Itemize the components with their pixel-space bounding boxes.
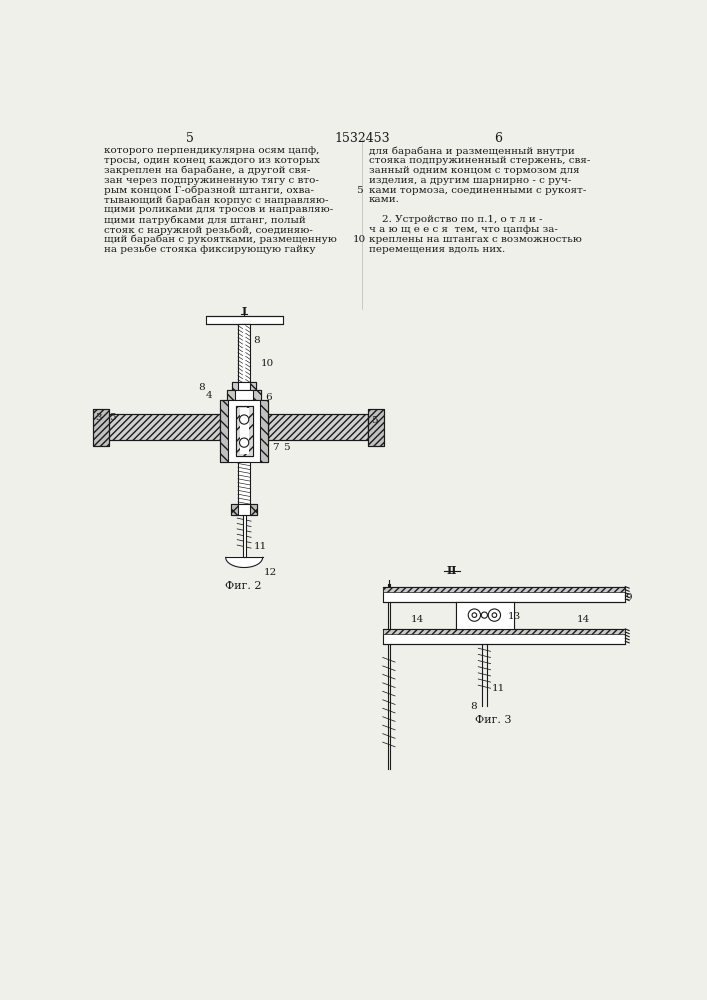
Text: 10: 10 (353, 235, 366, 244)
Bar (232, 382, 238, 389)
Text: на резьбе стояка фиксирующую гайку: на резьбе стояка фиксирующую гайку (104, 245, 315, 254)
Bar (238, 324, 250, 382)
Bar (260, 400, 268, 462)
Text: 1532453: 1532453 (334, 132, 390, 145)
Polygon shape (226, 557, 262, 568)
Bar (206, 316, 283, 324)
Bar (250, 382, 257, 389)
Bar (107, 414, 221, 440)
Text: 11: 11 (253, 542, 267, 551)
Text: 6: 6 (494, 132, 502, 145)
Text: I: I (242, 306, 247, 317)
Text: стояка подпружиненный стержень, свя-: стояка подпружиненный стержень, свя- (369, 156, 590, 165)
Text: 12: 12 (264, 568, 277, 577)
Text: занный одним концом с тормозом для: занный одним концом с тормозом для (369, 166, 580, 175)
Text: 5: 5 (371, 416, 378, 425)
Bar (268, 414, 368, 440)
Bar (93, 409, 109, 446)
Text: 4: 4 (206, 391, 212, 400)
Bar (235, 406, 252, 456)
Text: щими патрубками для штанг, полый: щими патрубками для штанг, полый (104, 215, 305, 225)
Text: тросы, один конец каждого из которых: тросы, один конец каждого из которых (104, 156, 320, 165)
Text: которого перпендикулярна осям цапф,: которого перпендикулярна осям цапф, (104, 146, 320, 155)
Text: 5: 5 (284, 443, 290, 452)
Bar (232, 382, 257, 389)
Bar (382, 629, 625, 634)
Bar (107, 414, 221, 440)
Text: ч а ю щ е е с я  тем, что цапфы за-: ч а ю щ е е с я тем, что цапфы за- (369, 225, 558, 234)
Text: для барабана и размещенный внутри: для барабана и размещенный внутри (369, 146, 575, 156)
Circle shape (468, 609, 481, 621)
Text: щий барабан с рукоятками, размещенную: щий барабан с рукоятками, размещенную (104, 235, 337, 244)
Text: II: II (447, 565, 457, 576)
Text: ками тормоза, соединенными с рукоят-: ками тормоза, соединенными с рукоят- (369, 186, 586, 195)
Circle shape (240, 415, 249, 424)
Bar (243, 515, 247, 557)
Bar (268, 414, 368, 440)
Text: 2. Устройство по п.1, о т л и -: 2. Устройство по п.1, о т л и - (369, 215, 542, 224)
Text: 11: 11 (492, 684, 506, 693)
Bar (231, 504, 257, 515)
Text: рым концом Г-образной штанги, охва-: рым концом Г-образной штанги, охва- (104, 186, 314, 195)
Text: зан через подпружиненную тягу с вто-: зан через подпружиненную тягу с вто- (104, 176, 319, 185)
Text: перемещения вдоль них.: перемещения вдоль них. (369, 245, 505, 254)
Bar (93, 409, 109, 446)
Text: 6: 6 (266, 393, 272, 402)
Bar (235, 406, 252, 456)
Text: 5: 5 (187, 132, 194, 145)
Text: изделия, а другим шарнирно - с руч-: изделия, а другим шарнирно - с руч- (369, 176, 571, 185)
Bar (221, 400, 268, 462)
Bar (253, 389, 261, 400)
Text: стояк с наружной резьбой, соединяю-: стояк с наружной резьбой, соединяю- (104, 225, 313, 235)
Text: 14: 14 (576, 615, 590, 624)
Text: 13: 13 (508, 612, 521, 621)
Bar (231, 504, 238, 515)
Text: тывающий барабан корпус с направляю-: тывающий барабан корпус с направляю- (104, 195, 329, 205)
Text: 5: 5 (109, 413, 115, 422)
Bar (382, 629, 625, 644)
Text: 14: 14 (411, 615, 424, 624)
Bar (368, 409, 383, 446)
Text: 9: 9 (625, 593, 632, 602)
Bar (227, 389, 235, 400)
Bar (250, 504, 257, 515)
Bar (240, 408, 249, 454)
Bar (368, 409, 383, 446)
Bar (227, 389, 261, 400)
Text: закреплен на барабане, а другой свя-: закреплен на барабане, а другой свя- (104, 166, 310, 175)
Circle shape (489, 609, 501, 621)
Circle shape (240, 438, 249, 447)
Text: креплены на штангах с возможностью: креплены на штангах с возможностью (369, 235, 582, 244)
Text: Фиг. 2: Фиг. 2 (225, 581, 262, 591)
Circle shape (481, 612, 487, 618)
Text: 8: 8 (471, 702, 477, 711)
Bar (456, 602, 514, 629)
Text: 7: 7 (272, 443, 279, 452)
Text: ками.: ками. (369, 195, 399, 204)
Text: 10: 10 (261, 359, 274, 368)
Text: Фиг. 3: Фиг. 3 (475, 715, 512, 725)
Bar (221, 400, 228, 462)
Bar (238, 462, 250, 504)
Bar (382, 587, 625, 602)
Text: 8: 8 (198, 383, 204, 392)
Text: 8: 8 (253, 336, 260, 345)
Text: 5: 5 (356, 186, 363, 195)
Text: щими роликами для тросов и направляю-: щими роликами для тросов и направляю- (104, 205, 333, 214)
Text: 3: 3 (95, 413, 101, 422)
Bar (382, 587, 625, 592)
